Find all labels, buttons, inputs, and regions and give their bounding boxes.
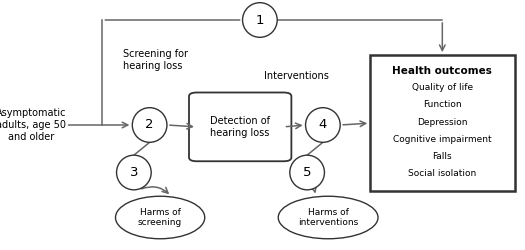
Text: Detection of
hearing loss: Detection of hearing loss (210, 116, 270, 138)
Text: 3: 3 (130, 166, 138, 179)
Text: Harms of
interventions: Harms of interventions (298, 208, 358, 227)
Text: 1: 1 (256, 14, 264, 26)
Text: Depression: Depression (417, 118, 468, 126)
Bar (370, 55, 514, 191)
Text: 2: 2 (145, 118, 154, 132)
Text: Health outcomes: Health outcomes (392, 66, 492, 76)
Text: Screening for
hearing loss: Screening for hearing loss (123, 49, 188, 71)
Ellipse shape (306, 108, 340, 142)
Ellipse shape (278, 196, 378, 239)
Ellipse shape (132, 108, 167, 142)
Ellipse shape (290, 155, 324, 190)
Text: Quality of life: Quality of life (412, 83, 473, 92)
Ellipse shape (117, 155, 151, 190)
Text: Asymptomatic
adults, age 50
and older: Asymptomatic adults, age 50 and older (0, 108, 67, 142)
Ellipse shape (116, 196, 205, 239)
Text: Social isolation: Social isolation (408, 170, 477, 178)
Text: Cognitive impairment: Cognitive impairment (393, 135, 491, 144)
Text: 4: 4 (319, 118, 327, 132)
Text: Function: Function (423, 100, 461, 109)
FancyBboxPatch shape (189, 92, 291, 161)
Text: Interventions: Interventions (264, 71, 329, 81)
Text: 5: 5 (303, 166, 311, 179)
Text: Falls: Falls (433, 152, 452, 161)
Ellipse shape (243, 3, 277, 37)
Text: Harms of
screening: Harms of screening (138, 208, 182, 227)
